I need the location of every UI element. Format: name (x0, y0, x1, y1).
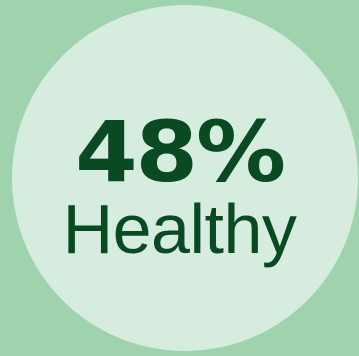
stat-value: 48% (75, 103, 286, 201)
stat-label: Healthy (62, 190, 297, 268)
stat-circle (12, 5, 358, 351)
